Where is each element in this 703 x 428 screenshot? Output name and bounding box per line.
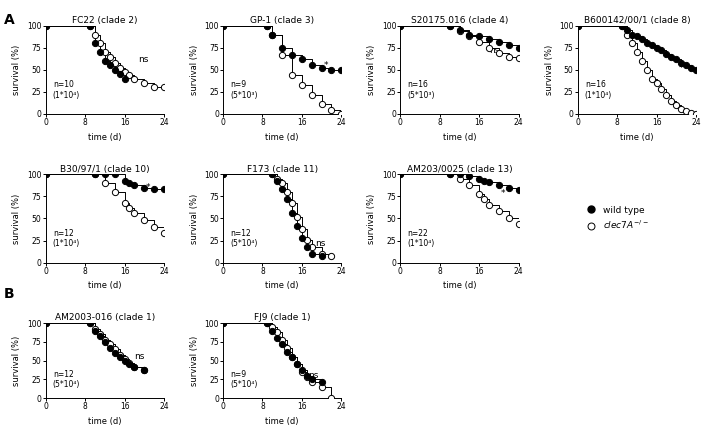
Text: n=12
(5*10⁴): n=12 (5*10⁴) <box>53 369 80 389</box>
Text: n=10
(1*10⁴): n=10 (1*10⁴) <box>53 80 80 100</box>
X-axis label: time (d): time (d) <box>443 281 476 290</box>
Text: *: * <box>146 183 150 192</box>
X-axis label: time (d): time (d) <box>443 133 476 142</box>
Title: F173 (clade 11): F173 (clade 11) <box>247 164 318 174</box>
Text: ns: ns <box>308 371 318 380</box>
Title: AM203/0025 (clade 13): AM203/0025 (clade 13) <box>407 164 512 174</box>
Text: n=9
(5*10³): n=9 (5*10³) <box>230 80 257 100</box>
Text: ns: ns <box>138 55 148 64</box>
X-axis label: time (d): time (d) <box>266 133 299 142</box>
X-axis label: time (d): time (d) <box>88 417 122 426</box>
X-axis label: time (d): time (d) <box>88 281 122 290</box>
Y-axis label: survival (%): survival (%) <box>367 193 376 244</box>
Title: S20175.016 (clade 4): S20175.016 (clade 4) <box>411 16 508 25</box>
Title: GP-1 (clade 3): GP-1 (clade 3) <box>250 16 314 25</box>
Text: *: * <box>501 189 505 198</box>
Text: n=12
(5*10⁴): n=12 (5*10⁴) <box>230 229 257 249</box>
Legend: wild type, $clec7A^{-/-}$: wild type, $clec7A^{-/-}$ <box>582 205 649 232</box>
Y-axis label: survival (%): survival (%) <box>190 45 199 95</box>
Title: FJ9 (clade 1): FJ9 (clade 1) <box>254 313 311 322</box>
Title: AM2003-016 (clade 1): AM2003-016 (clade 1) <box>55 313 155 322</box>
Text: A: A <box>4 13 14 27</box>
Y-axis label: survival (%): survival (%) <box>190 193 199 244</box>
X-axis label: time (d): time (d) <box>266 281 299 290</box>
Title: B600142/00/1 (clade 8): B600142/00/1 (clade 8) <box>583 16 690 25</box>
Text: n=16
(1*10⁴): n=16 (1*10⁴) <box>585 80 612 100</box>
Y-axis label: survival (%): survival (%) <box>367 45 376 95</box>
Y-axis label: survival (%): survival (%) <box>13 45 22 95</box>
X-axis label: time (d): time (d) <box>266 417 299 426</box>
Text: *: * <box>323 61 328 70</box>
Text: *: * <box>678 63 683 73</box>
Text: n=22
(1*10⁴): n=22 (1*10⁴) <box>408 229 434 249</box>
X-axis label: time (d): time (d) <box>620 133 654 142</box>
Y-axis label: survival (%): survival (%) <box>13 336 22 386</box>
Y-axis label: survival (%): survival (%) <box>13 193 22 244</box>
Text: ns: ns <box>489 46 499 55</box>
Text: ns: ns <box>134 352 145 361</box>
Text: n=12
(1*10⁴): n=12 (1*10⁴) <box>53 229 80 249</box>
Text: B: B <box>4 287 14 301</box>
Y-axis label: survival (%): survival (%) <box>545 45 553 95</box>
Title: FC22 (clade 2): FC22 (clade 2) <box>72 16 138 25</box>
Text: n=16
(5*10³): n=16 (5*10³) <box>408 80 435 100</box>
X-axis label: time (d): time (d) <box>88 133 122 142</box>
Text: ns: ns <box>315 239 325 248</box>
Y-axis label: survival (%): survival (%) <box>190 336 199 386</box>
Text: n=9
(5*10⁴): n=9 (5*10⁴) <box>230 369 257 389</box>
Title: B30/97/1 (clade 10): B30/97/1 (clade 10) <box>60 164 150 174</box>
